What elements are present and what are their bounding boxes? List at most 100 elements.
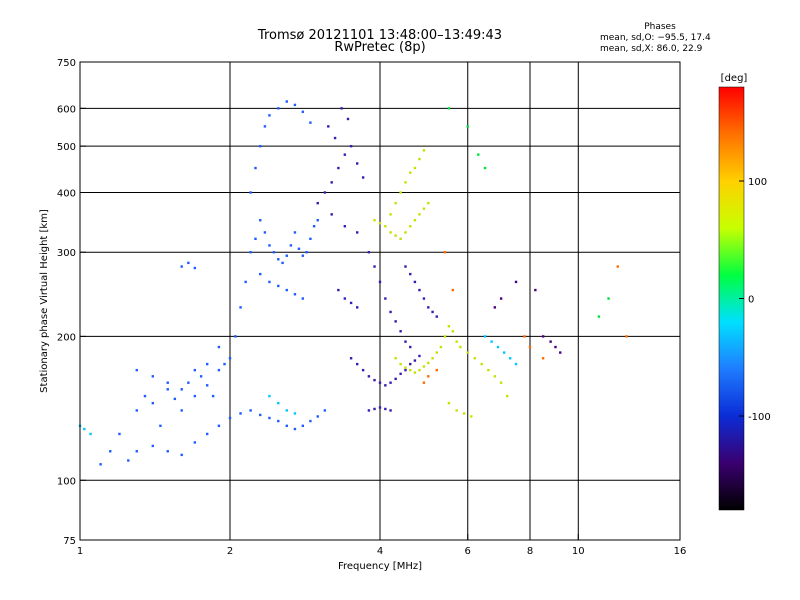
data-point <box>394 234 397 237</box>
y-tick-label: 500 <box>57 142 76 153</box>
data-point <box>217 345 221 349</box>
data-point <box>470 415 473 418</box>
data-point <box>418 213 421 216</box>
data-point <box>293 293 297 296</box>
data-point <box>466 125 469 128</box>
data-point <box>399 191 402 194</box>
data-point <box>180 388 183 391</box>
data-point <box>205 384 209 387</box>
data-point <box>228 357 232 360</box>
data-point <box>193 441 197 444</box>
data-point <box>330 213 333 216</box>
data-point <box>496 345 500 349</box>
data-point <box>404 181 407 184</box>
data-point <box>166 450 169 453</box>
data-point <box>514 362 518 366</box>
data-point <box>180 409 183 412</box>
data-point <box>409 368 412 372</box>
data-point <box>384 407 387 411</box>
data-point <box>373 265 376 268</box>
data-point <box>333 136 337 140</box>
data-point <box>418 157 421 161</box>
data-point <box>249 409 252 412</box>
data-point <box>301 424 305 428</box>
data-point <box>166 388 169 391</box>
data-point <box>499 297 503 300</box>
data-point <box>99 463 102 466</box>
data-point <box>373 407 376 411</box>
data-point <box>384 297 387 300</box>
data-point <box>355 306 359 309</box>
data-point <box>422 297 426 300</box>
y-tick-label: 75 <box>63 536 76 547</box>
data-point <box>378 280 382 284</box>
x-axis-title: Frequency [MHz] <box>338 561 422 572</box>
data-point <box>309 121 312 124</box>
y-axis: 75 100 200 300 400 500 600 750 <box>57 58 86 547</box>
data-point <box>418 368 421 372</box>
data-point <box>89 432 92 436</box>
data-point <box>355 162 359 165</box>
data-point <box>316 415 319 418</box>
colorbar-tick-label: 100 <box>748 177 767 188</box>
data-point <box>490 340 493 343</box>
data-point <box>404 368 407 372</box>
data-point <box>293 103 297 107</box>
y-tick-label: 750 <box>57 58 76 69</box>
x-tick-label: 4 <box>377 546 383 557</box>
data-point <box>254 166 257 170</box>
data-point <box>217 368 221 372</box>
colorbar-tick-label: 0 <box>748 295 754 306</box>
data-point <box>384 384 387 387</box>
data-point <box>413 280 417 284</box>
data-point <box>541 357 545 360</box>
data-point <box>435 351 438 354</box>
data-point <box>418 354 421 358</box>
data-point <box>389 310 392 314</box>
data-point <box>394 357 397 360</box>
data-point <box>427 306 430 309</box>
data-point <box>309 237 312 241</box>
data-point <box>404 366 407 369</box>
data-point <box>343 225 347 228</box>
data-point <box>427 361 430 365</box>
data-point <box>413 219 417 222</box>
data-point <box>109 450 112 453</box>
data-point <box>378 406 382 409</box>
data-point <box>422 381 426 384</box>
data-point <box>340 107 343 110</box>
colorbar-label: [deg] <box>721 73 748 84</box>
data-point <box>263 231 267 234</box>
data-point <box>254 237 257 241</box>
y-tick-label: 200 <box>57 332 76 343</box>
data-point <box>455 409 458 412</box>
data-point <box>180 453 183 457</box>
data-point <box>268 280 271 284</box>
data-point <box>330 181 333 184</box>
data-point <box>239 412 242 415</box>
data-point <box>413 371 417 374</box>
data-point <box>418 288 421 292</box>
data-point <box>118 432 121 436</box>
data-point <box>431 310 434 314</box>
data-point <box>422 149 426 152</box>
data-point <box>439 345 443 349</box>
data-point <box>409 225 412 228</box>
data-point <box>355 362 359 366</box>
data-point <box>211 394 215 398</box>
data-point <box>277 401 280 405</box>
phase-stat-x: mean, sd,X: 86.0, 22.9 <box>600 44 703 54</box>
y-tick-label: 100 <box>57 476 76 487</box>
y-tick-label: 300 <box>57 248 76 259</box>
data-point <box>249 191 252 194</box>
data-point <box>394 377 397 381</box>
data-point <box>447 325 451 328</box>
data-point <box>259 219 262 222</box>
data-point <box>367 409 371 412</box>
data-point <box>151 444 155 448</box>
data-point <box>399 372 402 376</box>
chart-title: Tromsø 20121101 13:48:00–13:49:43 <box>257 28 503 43</box>
colorbar-tick-label: -100 <box>748 412 771 423</box>
data-point <box>399 330 402 333</box>
data-point <box>193 394 197 398</box>
